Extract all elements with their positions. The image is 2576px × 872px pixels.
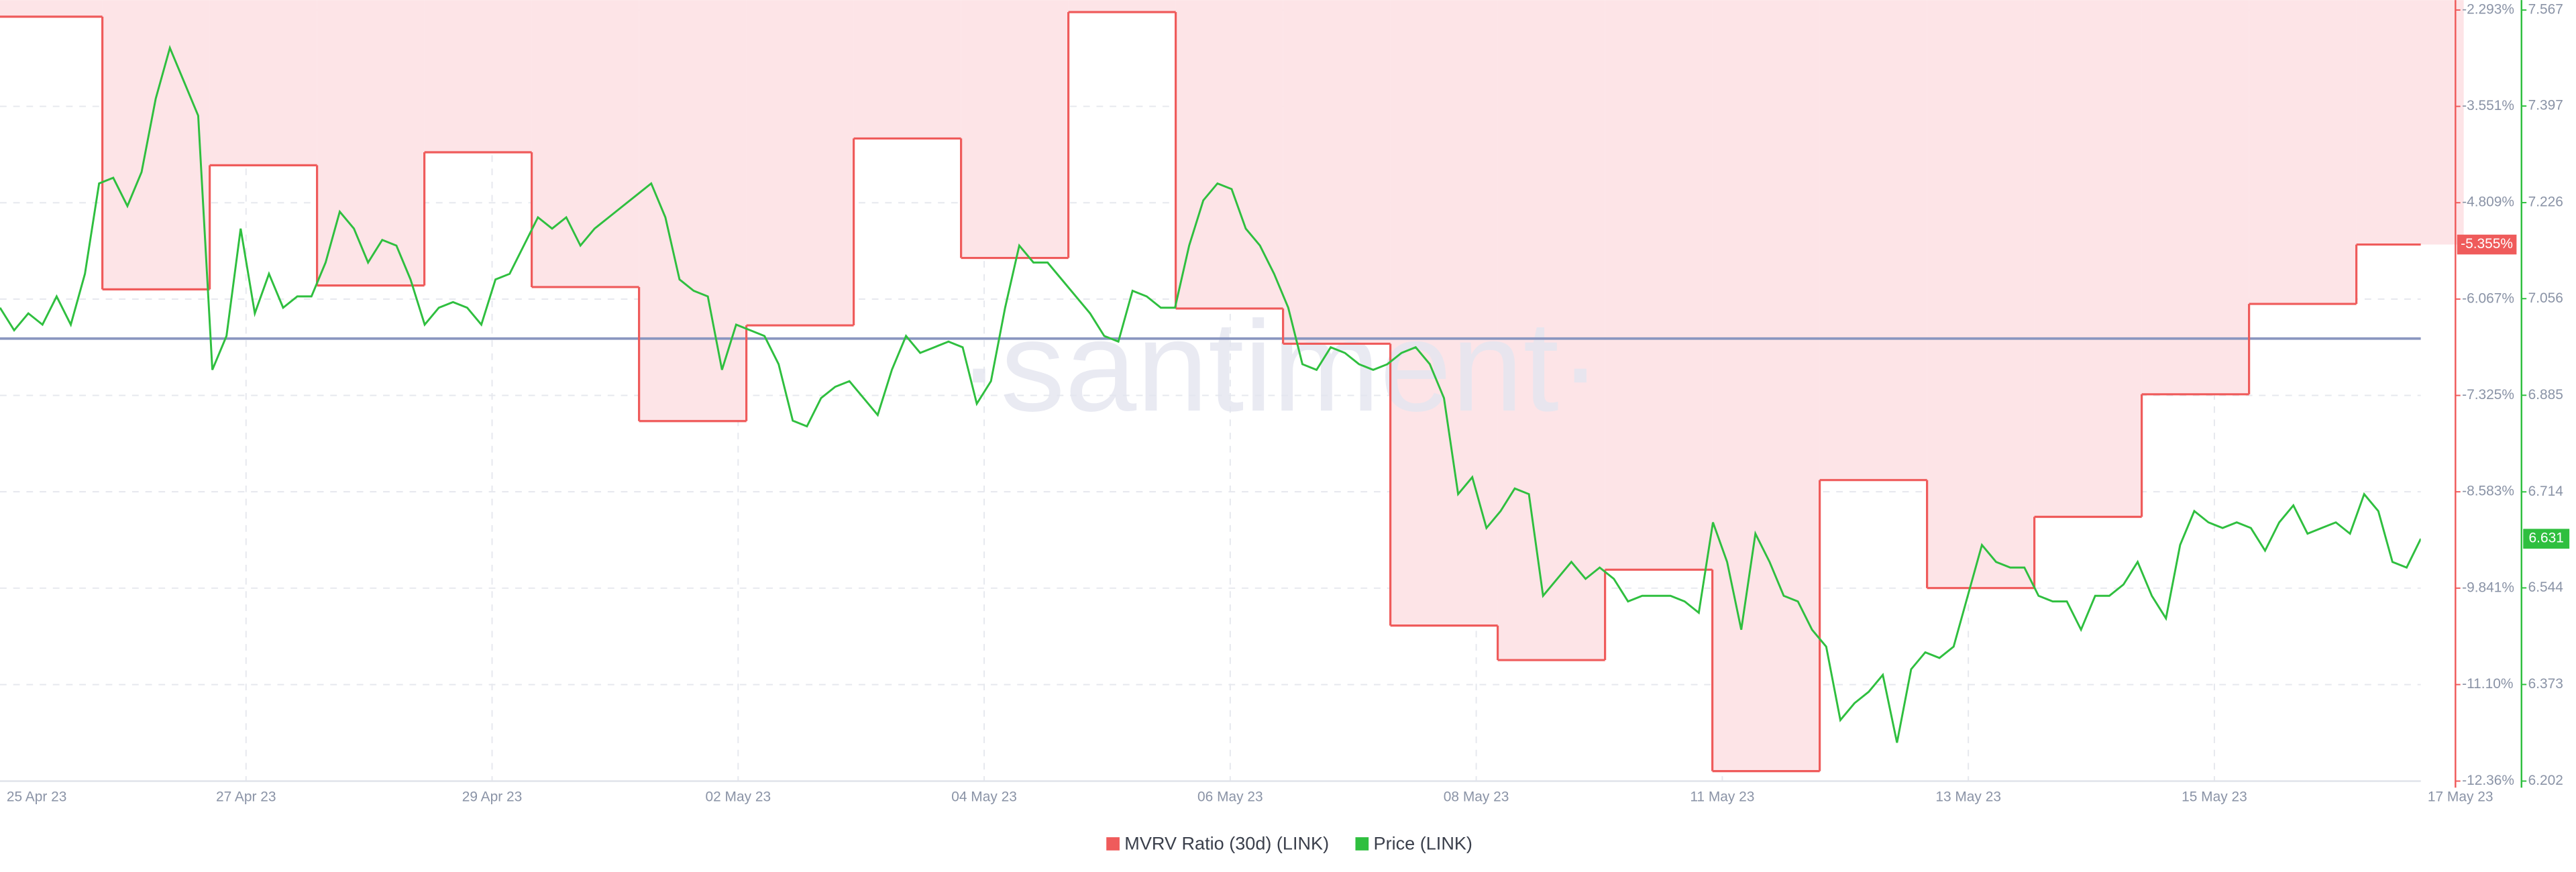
area-fill: [531, 0, 639, 287]
area-fill: [1390, 0, 1498, 626]
x-tick-label: 11 May 23: [1690, 789, 1754, 805]
area-fill: [317, 0, 425, 286]
y2-tick-label: 6.202: [2528, 773, 2563, 788]
x-tick-label: 04 May 23: [951, 789, 1017, 805]
area-fill: [853, 0, 961, 139]
y2-tick-label: 6.885: [2528, 387, 2563, 402]
last-value-label: -5.355%: [2461, 236, 2513, 252]
x-tick-label: 02 May 23: [705, 789, 771, 805]
legend-swatch: [1106, 837, 1120, 851]
area-fill: [639, 0, 747, 421]
area-fill: [0, 0, 103, 17]
y-tick-label: -7.325%: [2462, 387, 2514, 402]
legend-label: Price (LINK): [1374, 832, 1472, 853]
x-tick-label: 15 May 23: [2182, 789, 2247, 805]
y2-tick-label: 7.397: [2528, 98, 2563, 113]
y2-tick-label: 6.714: [2528, 484, 2564, 499]
y-tick-label: -9.841%: [2462, 580, 2514, 595]
watermark: ·santiment·: [958, 294, 1602, 438]
x-tick-label: 08 May 23: [1444, 789, 1509, 805]
legend-label: MVRV Ratio (30d) (LINK): [1124, 832, 1329, 853]
area-fill: [2141, 0, 2249, 394]
area-fill: [1175, 0, 1283, 309]
y-tick-label: -8.583%: [2462, 484, 2514, 499]
y-tick-label: -3.551%: [2462, 98, 2514, 113]
y2-tick-label: 7.226: [2528, 195, 2563, 210]
y2-tick-label: 6.373: [2528, 676, 2563, 692]
area-fill: [2356, 0, 2464, 245]
x-tick-label: 25 Apr 23: [7, 789, 67, 805]
y2-tick-label: 6.544: [2528, 580, 2564, 595]
area-fill: [424, 0, 532, 152]
area-fill: [2249, 0, 2357, 305]
plot-area: [0, 11, 2421, 773]
x-tick-label: 13 May 23: [1935, 789, 2001, 805]
y-tick-label: -6.067%: [2462, 290, 2514, 306]
area-fill: [1927, 0, 2035, 588]
x-tick-label: 17 May 23: [2428, 789, 2493, 805]
legend-swatch: [1355, 837, 1369, 851]
area-fill: [102, 0, 210, 290]
y2-tick-label: 7.567: [2528, 1, 2563, 17]
background-layer: [0, 0, 2464, 782]
last-value-label: 6.631: [2529, 531, 2564, 546]
area-fill: [1283, 0, 1391, 344]
area-fill: [1497, 0, 1605, 661]
y-tick-label: -2.293%: [2462, 1, 2514, 17]
last-value-badge: [2457, 234, 2517, 255]
area-fill: [1605, 0, 1713, 570]
area-fill: [1819, 0, 1927, 480]
x-tick-label: 29 Apr 23: [462, 789, 523, 805]
last-value-badge: [2523, 529, 2570, 549]
area-fill: [746, 0, 854, 326]
y-tick-label: -4.809%: [2462, 195, 2514, 210]
area-fill: [2034, 0, 2142, 517]
y-tick-label: -12.36%: [2462, 773, 2514, 788]
x-tick-label: 06 May 23: [1197, 789, 1263, 805]
price-line: [0, 44, 2421, 743]
x-tick-label: 27 Apr 23: [216, 789, 276, 805]
area-fill: [1712, 0, 1820, 771]
y2-tick-label: 7.056: [2528, 290, 2563, 306]
y-tick-label: -11.10%: [2462, 676, 2513, 692]
area-fill: [1068, 0, 1176, 13]
area-fill: [209, 0, 317, 166]
area-fill: [961, 0, 1069, 258]
